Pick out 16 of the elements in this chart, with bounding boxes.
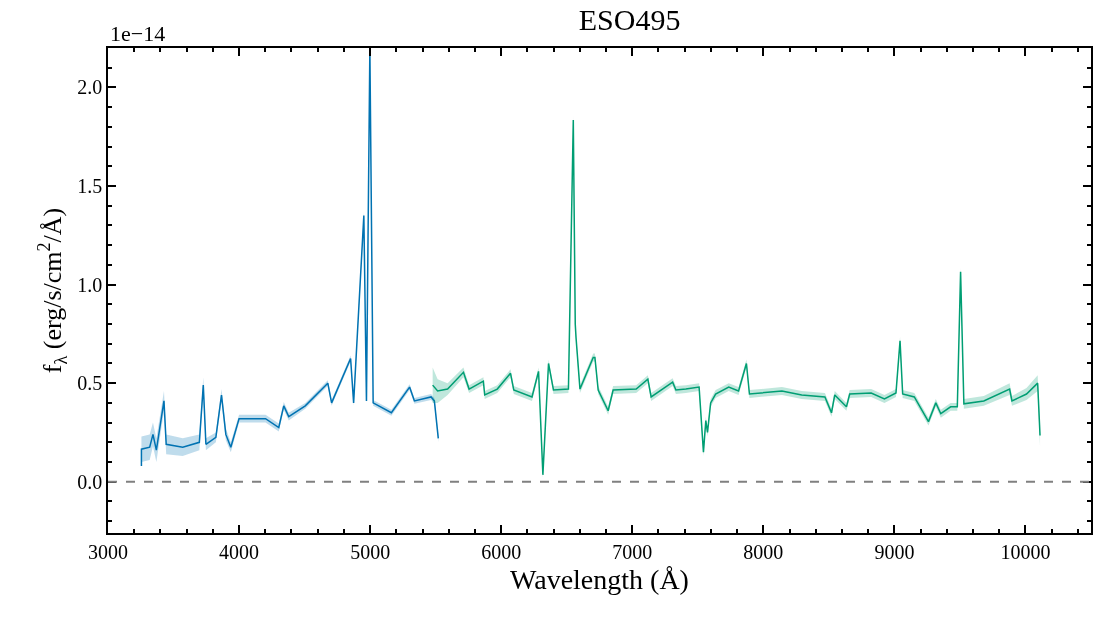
x-tick-label: 8000 [743,540,784,563]
x-tick-label: 4000 [219,540,260,563]
x-tick-label: 5000 [350,540,391,563]
x-tick-label: 9000 [874,540,915,563]
y-tick-label: 1.5 [77,175,103,198]
y-tick-label: 0.0 [77,470,103,493]
x-tick-label: 3000 [88,540,128,563]
y-tick-label: 1.0 [77,273,103,296]
x-tick-label: 10000 [1000,540,1051,563]
x-tick-label: 6000 [481,540,522,563]
x-axis-title: Wavelength (Å) [510,564,689,596]
x-tick-label: 7000 [612,540,653,563]
text: 1e−14 [110,21,166,46]
y-tick-label: 2.0 [77,76,103,99]
y-tick-label: 0.5 [77,372,103,395]
chart-title: ESO495 [578,3,681,37]
